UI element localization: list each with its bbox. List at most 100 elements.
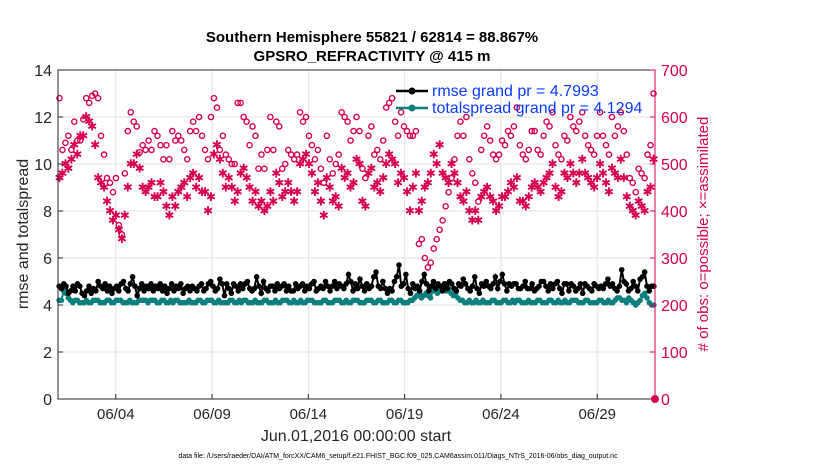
- possible-obs-marker: [549, 109, 556, 116]
- possible-obs-marker: [255, 165, 262, 172]
- possible-obs-marker: [71, 118, 78, 125]
- left-tick-label: 6: [43, 251, 52, 268]
- rmse-marker: [570, 283, 577, 290]
- assimilated-obs-marker: ✱: [550, 181, 560, 195]
- assimilated-obs-marker: ✱: [307, 166, 317, 180]
- possible-obs-marker: [100, 151, 108, 158]
- totalspread-marker: [623, 299, 630, 306]
- possible-obs-marker: [91, 90, 99, 97]
- rmse-marker: [240, 285, 246, 292]
- possible-obs-marker: [154, 132, 161, 140]
- possible-obs-marker: [365, 132, 372, 140]
- possible-obs-marker: [430, 245, 438, 252]
- possible-obs-marker: [275, 123, 283, 130]
- assimilated-obs-marker: ✱: [147, 176, 157, 190]
- rmse-marker: [448, 281, 455, 287]
- rmse-marker: [159, 288, 166, 294]
- possible-obs-marker: [397, 109, 405, 116]
- assimilated-obs-marker: ✱: [331, 190, 341, 204]
- possible-obs-marker: [608, 113, 616, 121]
- assimilated-obs-marker: ✱: [78, 129, 88, 143]
- rmse-marker: [86, 283, 92, 290]
- rmse-marker: [345, 271, 352, 278]
- possible-obs-marker: [400, 123, 408, 130]
- x-tick-label: 06/14: [290, 406, 328, 423]
- assimilated-obs-marker: ✱: [212, 138, 222, 152]
- possible-obs-marker: [581, 132, 589, 140]
- rmse-marker: [88, 290, 95, 297]
- possible-obs-marker: [457, 118, 464, 125]
- assimilated-obs-marker: ✱: [194, 171, 204, 185]
- possible-obs-marker: [451, 155, 458, 163]
- y-axis-label-right: # of obs: o=possible; ×=assimilated: [695, 117, 712, 352]
- possible-obs-marker: [246, 141, 253, 149]
- rmse-marker: [384, 290, 391, 297]
- assimilated-obs-marker: ✱: [553, 190, 563, 204]
- possible-obs-marker: [409, 132, 417, 140]
- assimilated-obs-marker: ✱: [203, 204, 213, 218]
- assimilated-obs-marker: ✱: [574, 166, 584, 180]
- possible-obs-marker: [124, 127, 132, 135]
- assimilated-obs-marker: ✱: [414, 204, 424, 218]
- rmse-marker: [194, 288, 200, 294]
- legend-rmse-marker: [408, 87, 416, 95]
- possible-obs-marker: [611, 132, 619, 140]
- possible-obs-marker: [641, 174, 648, 182]
- assimilated-obs-marker: ✱: [449, 166, 459, 180]
- assimilated-obs-marker: ✱: [120, 209, 130, 223]
- rmse-marker: [237, 281, 244, 287]
- assimilated-obs-marker: ✱: [144, 181, 154, 195]
- rmse-marker: [444, 285, 450, 292]
- possible-obs-marker: [145, 137, 152, 144]
- rmse-marker: [125, 288, 131, 294]
- rmse-marker: [322, 278, 329, 285]
- possible-obs-marker: [157, 141, 164, 149]
- possible-obs-marker: [344, 118, 351, 125]
- possible-obs-marker: [474, 198, 482, 205]
- assimilated-obs-marker: ✱: [372, 176, 382, 190]
- assimilated-obs-marker: ✱: [90, 138, 100, 152]
- possible-obs-marker: [614, 123, 622, 130]
- rmse-marker: [407, 290, 414, 297]
- assimilated-obs-marker: ✱: [126, 157, 136, 171]
- assimilated-obs-marker: ✱: [108, 213, 118, 227]
- possible-obs-marker: [225, 155, 233, 163]
- assimilated-obs-marker: ✱: [556, 185, 566, 199]
- possible-obs-marker: [314, 146, 322, 154]
- assimilated-obs-marker: ✱: [271, 166, 281, 180]
- rmse-marker: [171, 288, 177, 294]
- rmse-marker: [359, 283, 366, 290]
- assimilated-obs-marker: ✱: [444, 176, 454, 190]
- possible-obs-marker: [329, 170, 337, 177]
- legend: rmse grand pr = 4.7993 totalspread grand…: [396, 83, 642, 117]
- possible-obs-marker: [62, 139, 69, 147]
- rmse-marker: [58, 285, 65, 292]
- assimilated-obs-marker: ✱: [197, 185, 207, 199]
- possible-obs-marker: [121, 170, 129, 177]
- possible-obs-marker: [385, 99, 393, 107]
- rmse-marker: [120, 278, 127, 285]
- rmse-marker: [217, 276, 223, 282]
- rmse-marker: [504, 288, 510, 294]
- totalspread-marker: [58, 297, 65, 304]
- rmse-marker: [157, 281, 163, 287]
- rmse-marker: [651, 283, 657, 290]
- possible-obs-marker: [103, 174, 111, 182]
- legend-rmse-label: rmse grand pr = 4.7993: [432, 83, 599, 100]
- rmse-marker: [396, 262, 402, 268]
- assimilated-obs-marker: ✱: [637, 199, 647, 213]
- rmse-marker: [628, 285, 634, 292]
- possible-obs-marker: [495, 151, 503, 158]
- rmse-marker: [577, 281, 584, 287]
- rmse-marker: [409, 281, 416, 287]
- assimilated-obs-marker: ✱: [408, 181, 418, 195]
- possible-obs-marker: [415, 240, 423, 248]
- assimilated-obs-marker: ✱: [149, 190, 159, 204]
- assimilated-obs-marker: ✱: [343, 166, 353, 180]
- assimilated-obs-marker: ✱: [601, 176, 611, 190]
- rmse-marker: [228, 290, 235, 297]
- assimilated-obs-marker: ✱: [420, 181, 430, 195]
- rmse-marker: [198, 281, 205, 287]
- possible-obs-marker: [620, 127, 628, 135]
